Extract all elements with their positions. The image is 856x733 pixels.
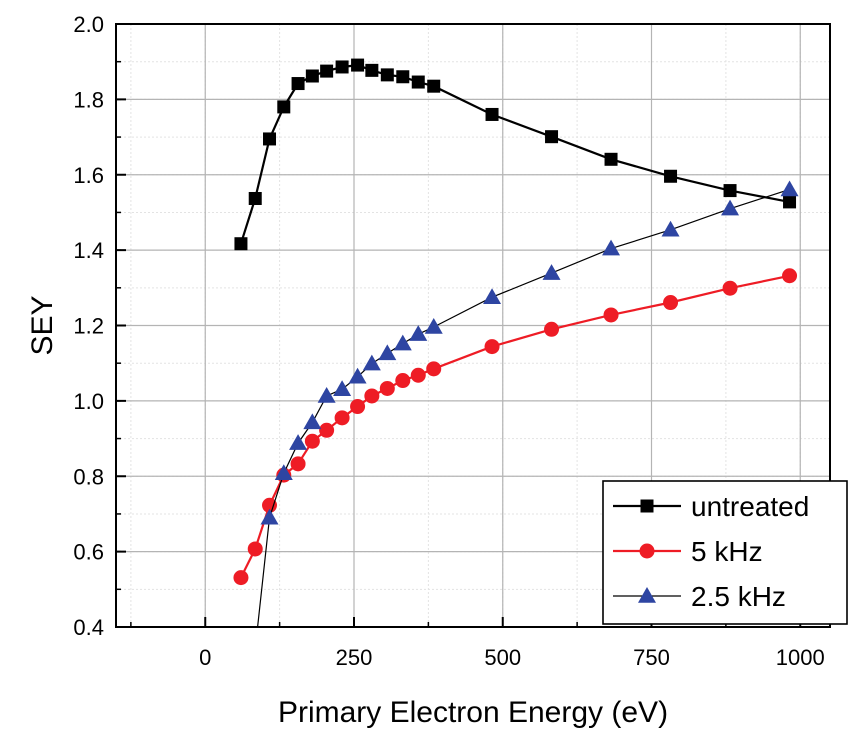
data-point-2-5-khz	[317, 386, 336, 403]
legend-label-2-5-khz: 2.5 kHz	[691, 581, 786, 612]
data-point-2-5-khz	[602, 239, 621, 256]
data-point-5-khz	[544, 321, 560, 337]
data-point-untreated	[485, 107, 499, 121]
data-point-5-khz	[782, 268, 798, 284]
data-point-2-5-khz	[260, 508, 279, 525]
data-point-2-5-khz	[661, 220, 680, 237]
data-point-2-5-khz	[362, 354, 381, 371]
y-tick-label: 1.0	[73, 389, 104, 414]
legend: untreated 5 kHz 2.5 kHz	[602, 480, 848, 625]
data-point-untreated	[380, 68, 394, 82]
data-point-2-5-khz	[721, 199, 740, 216]
x-tick-label: 750	[633, 645, 670, 670]
data-point-2-5-khz	[483, 288, 502, 304]
data-point-untreated	[234, 237, 248, 251]
data-point-2-5-khz	[333, 380, 352, 396]
data-point-untreated	[320, 64, 334, 78]
legend-item-2-5-khz: 2.5 kHz	[613, 581, 786, 612]
x-axis-title: Primary Electron Energy (eV)	[278, 696, 668, 729]
data-point-untreated	[427, 79, 441, 93]
data-point-untreated	[335, 60, 349, 74]
y-tick-label: 1.6	[73, 163, 104, 188]
y-tick-label: 0.8	[73, 464, 104, 489]
data-point-untreated	[396, 70, 410, 84]
data-point-untreated	[545, 130, 559, 144]
data-point-2-5-khz	[542, 264, 561, 280]
data-point-5-khz	[319, 422, 335, 438]
y-tick-label: 0.4	[73, 615, 104, 640]
data-point-5-khz	[379, 380, 395, 396]
x-tick-label: 500	[484, 645, 521, 670]
data-point-5-khz	[426, 361, 442, 377]
y-axis-title: SEY	[26, 295, 59, 355]
y-tick-label: 1.8	[73, 87, 104, 112]
data-point-2-5-khz	[378, 344, 397, 361]
data-point-5-khz	[334, 410, 350, 426]
data-point-untreated	[277, 100, 291, 114]
data-point-untreated	[291, 77, 305, 91]
data-point-untreated	[604, 152, 618, 166]
series-2-5-khz	[257, 180, 799, 627]
data-point-5-khz	[484, 339, 500, 355]
data-point-untreated	[365, 63, 379, 77]
data-point-5-khz	[722, 280, 738, 296]
y-tick-label: 1.2	[73, 314, 104, 339]
y-tick-label: 1.4	[73, 238, 104, 263]
data-point-5-khz	[247, 541, 263, 557]
legend-marker-untreated	[640, 499, 654, 513]
data-point-5-khz	[663, 295, 679, 311]
data-point-2-5-khz	[393, 334, 412, 351]
data-point-untreated	[263, 132, 277, 146]
axis-tick-labels: 0 250 500 750 1000 0.4 0.6 0.8 1.0 1.2 1.4 1.6 1.8 2.…	[73, 12, 824, 670]
data-point-5-khz	[395, 373, 411, 389]
data-point-2-5-khz	[289, 434, 308, 450]
data-point-5-khz	[304, 433, 320, 449]
data-point-untreated	[351, 58, 365, 72]
legend-item-untreated: untreated	[613, 491, 809, 522]
data-point-2-5-khz	[348, 367, 367, 384]
data-point-untreated	[305, 69, 319, 83]
legend-label-untreated: untreated	[691, 491, 809, 522]
x-tick-label: 0	[199, 645, 211, 670]
data-point-2-5-khz	[424, 318, 443, 334]
data-point-untreated	[248, 191, 262, 205]
data-point-untreated	[723, 184, 737, 198]
y-tick-label: 0.6	[73, 540, 104, 565]
x-tick-label: 1000	[776, 645, 825, 670]
legend-marker-5-khz	[639, 543, 655, 559]
data-point-2-5-khz	[303, 413, 322, 430]
y-tick-label: 2.0	[73, 12, 104, 37]
series-untreated	[234, 58, 797, 251]
data-point-5-khz	[290, 456, 306, 472]
data-point-2-5-khz	[780, 180, 799, 197]
data-point-5-khz	[262, 497, 278, 513]
data-point-5-khz	[364, 388, 380, 404]
data-point-5-khz	[233, 570, 249, 586]
legend-item-5-khz: 5 kHz	[613, 536, 763, 567]
data-point-5-khz	[350, 399, 366, 415]
data-point-untreated	[783, 195, 797, 209]
legend-label-5-khz: 5 kHz	[691, 536, 763, 567]
data-point-untreated	[411, 75, 425, 89]
x-tick-label: 250	[336, 645, 373, 670]
data-point-5-khz	[410, 367, 426, 383]
data-point-5-khz	[603, 307, 619, 323]
series-layer	[233, 58, 799, 627]
data-point-2-5-khz	[274, 464, 293, 480]
data-point-2-5-khz	[409, 325, 428, 341]
data-point-untreated	[664, 169, 678, 183]
legend-marker-2-5-khz	[638, 587, 656, 603]
